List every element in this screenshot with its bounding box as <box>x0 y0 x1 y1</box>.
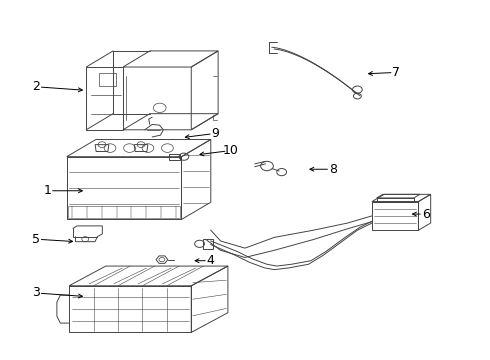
Text: 5: 5 <box>32 233 40 246</box>
Text: 6: 6 <box>422 208 430 221</box>
Text: 10: 10 <box>222 144 238 157</box>
Text: 8: 8 <box>329 163 337 176</box>
Text: 2: 2 <box>32 80 40 93</box>
Text: 4: 4 <box>207 254 215 267</box>
Text: 1: 1 <box>43 184 51 197</box>
Text: 7: 7 <box>392 66 400 79</box>
Text: 9: 9 <box>212 127 220 140</box>
Text: 3: 3 <box>32 287 40 300</box>
